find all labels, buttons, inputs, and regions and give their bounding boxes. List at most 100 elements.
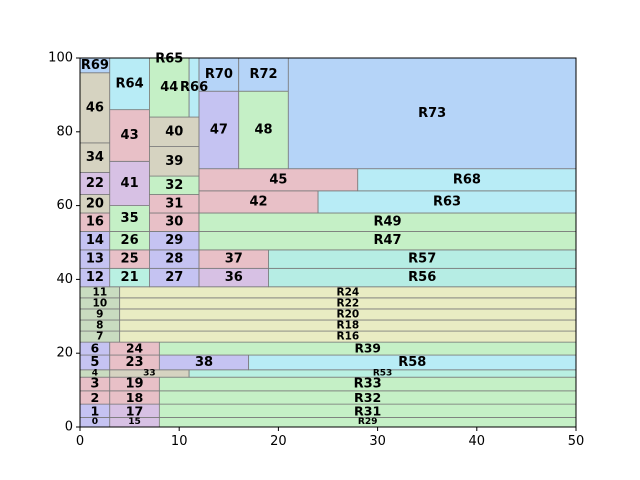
rect-label-r66: R66 xyxy=(180,80,208,95)
rect-label-23: 23 xyxy=(126,355,144,370)
treemap-rect-48 xyxy=(238,90,289,170)
rect-label-0: 0 xyxy=(92,417,98,427)
rect-label-9: 9 xyxy=(96,308,103,320)
treemap-rect-47 xyxy=(198,90,240,170)
y-tick-label: 40 xyxy=(56,272,73,287)
treemap-rect-43 xyxy=(109,109,150,162)
rect-label-r39: R39 xyxy=(354,342,380,356)
x-axis: 0 10 20 30 40 50 xyxy=(76,427,584,449)
y-tick-label: 100 xyxy=(48,51,73,66)
rect-label-39: 39 xyxy=(165,154,183,169)
rect-label-34: 34 xyxy=(86,150,104,165)
rect-label-42: 42 xyxy=(250,194,268,209)
rect-label-r68: R68 xyxy=(453,172,481,187)
rect-label-r58: R58 xyxy=(398,355,426,370)
rect-label-10: 10 xyxy=(93,297,108,309)
rect-label-18: 18 xyxy=(126,390,144,405)
rect-label-21: 21 xyxy=(121,270,139,285)
y-tick-label: 80 xyxy=(56,124,73,139)
rect-label-15: 15 xyxy=(128,417,141,427)
rect-label-r64: R64 xyxy=(116,76,144,91)
rect-label-r22: R22 xyxy=(336,297,359,309)
rect-label-28: 28 xyxy=(165,252,183,267)
rect-label-r63: R63 xyxy=(433,194,461,209)
treemap-rect-41 xyxy=(109,160,150,207)
treemap-rect-r73 xyxy=(287,57,577,170)
rect-label-r20: R20 xyxy=(336,308,359,320)
y-tick-label: 0 xyxy=(65,420,73,435)
rect-label-29: 29 xyxy=(165,233,183,248)
rect-label-20: 20 xyxy=(86,196,104,211)
rect-label-r72: R72 xyxy=(249,67,277,82)
rect-label-r24: R24 xyxy=(336,286,359,298)
rect-label-47: 47 xyxy=(210,122,228,137)
rect-label-40: 40 xyxy=(165,124,183,139)
rect-label-31: 31 xyxy=(165,196,183,211)
x-tick-label: 30 xyxy=(369,434,386,449)
rect-label-r33: R33 xyxy=(354,377,382,392)
treemap-rect-35 xyxy=(109,205,150,232)
rects-layer xyxy=(79,57,577,428)
rect-label-33: 33 xyxy=(143,368,156,378)
rect-label-r70: R70 xyxy=(205,67,233,82)
rect-label-32: 32 xyxy=(165,178,183,193)
rect-label-45: 45 xyxy=(269,172,287,187)
rect-label-2: 2 xyxy=(90,390,99,405)
rect-label-41: 41 xyxy=(121,176,139,191)
rect-label-r69: R69 xyxy=(81,58,109,73)
rect-label-17: 17 xyxy=(126,403,144,418)
rect-label-37: 37 xyxy=(225,252,243,267)
x-tick-label: 50 xyxy=(568,434,585,449)
rect-label-r29: R29 xyxy=(358,417,378,427)
rect-label-36: 36 xyxy=(225,270,243,285)
rect-label-19: 19 xyxy=(126,377,144,392)
rect-label-4: 4 xyxy=(92,368,98,378)
rect-label-r18: R18 xyxy=(336,320,359,332)
x-tick-label: 0 xyxy=(76,434,84,449)
rect-label-35: 35 xyxy=(121,211,139,226)
treemap-rect-r72 xyxy=(238,57,289,92)
rect-label-16: 16 xyxy=(86,215,104,230)
rect-label-7: 7 xyxy=(96,331,103,343)
rect-label-44: 44 xyxy=(160,80,178,95)
rect-label-48: 48 xyxy=(254,122,272,137)
rect-label-r53: R53 xyxy=(373,368,392,378)
rect-label-22: 22 xyxy=(86,176,104,191)
rect-label-r32: R32 xyxy=(354,390,381,405)
rect-label-30: 30 xyxy=(165,215,183,230)
rect-label-13: 13 xyxy=(86,252,104,267)
rect-label-38: 38 xyxy=(195,355,213,370)
rect-label-r16: R16 xyxy=(336,331,359,343)
rect-label-27: 27 xyxy=(165,270,183,285)
rect-label-6: 6 xyxy=(91,342,100,356)
axes-frame xyxy=(79,57,577,428)
rect-label-r47: R47 xyxy=(373,233,401,248)
rect-label-12: 12 xyxy=(86,270,104,285)
rect-label-24: 24 xyxy=(126,342,143,356)
rect-label-r57: R57 xyxy=(408,252,436,267)
rect-label-5: 5 xyxy=(90,355,99,370)
rect-label-r65: R65 xyxy=(155,52,183,67)
treemap-rect-44 xyxy=(149,57,190,118)
y-tick-label: 20 xyxy=(56,346,73,361)
rect-label-43: 43 xyxy=(121,128,139,143)
x-tick-label: 40 xyxy=(469,434,486,449)
rect-label-3: 3 xyxy=(90,377,99,392)
treemap-rect-r64 xyxy=(109,57,150,111)
rect-label-46: 46 xyxy=(86,100,104,115)
rect-label-r56: R56 xyxy=(408,270,436,285)
rect-label-1: 1 xyxy=(90,403,99,418)
rect-label-26: 26 xyxy=(121,233,139,248)
rect-label-r49: R49 xyxy=(373,215,401,230)
y-axis: 0 20 40 60 80 100 xyxy=(48,51,80,435)
x-tick-label: 20 xyxy=(270,434,287,449)
y-tick-label: 60 xyxy=(56,198,73,213)
rect-label-r73: R73 xyxy=(418,106,446,121)
rect-label-25: 25 xyxy=(121,252,139,267)
rect-label-14: 14 xyxy=(86,233,104,248)
x-tick-label: 10 xyxy=(171,434,188,449)
rect-label-11: 11 xyxy=(93,286,108,298)
rect-label-8: 8 xyxy=(96,320,103,332)
